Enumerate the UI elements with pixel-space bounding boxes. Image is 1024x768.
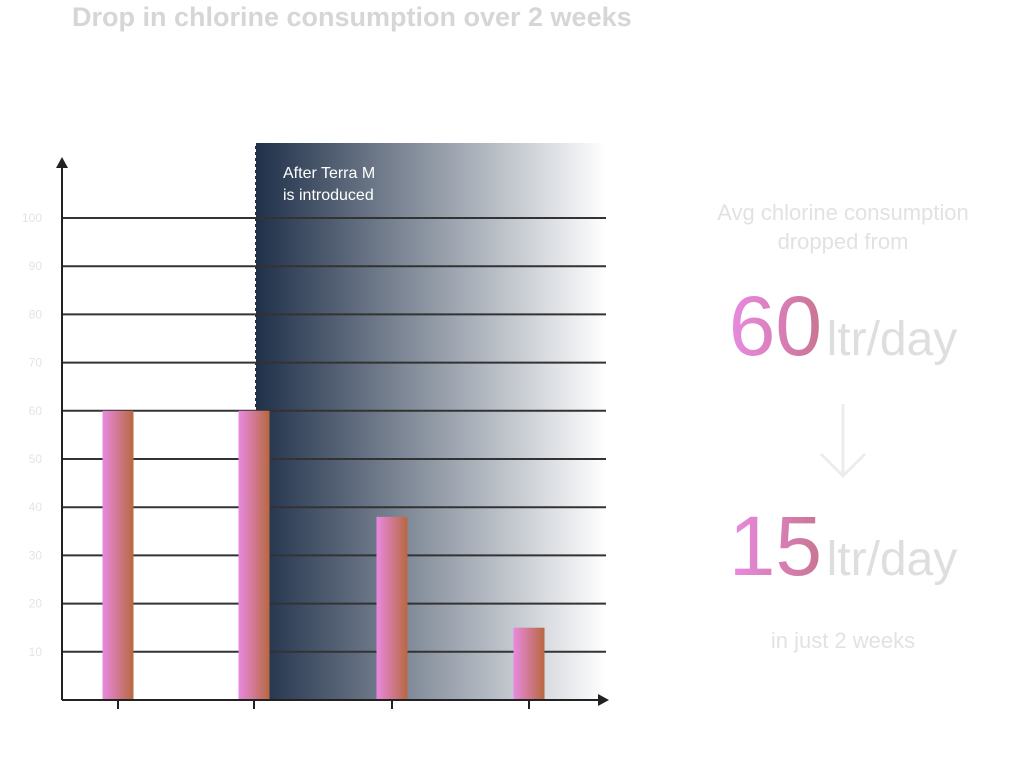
annotation-line-1: After Terra M xyxy=(283,165,375,182)
bar-chart: 10 20 30 40 50 60 70 80 90 100 After Terra M is i… xyxy=(22,143,609,709)
from-value: 60 xyxy=(728,279,823,373)
bar xyxy=(102,410,134,700)
summary-lead-line-1: Avg chlorine consumption xyxy=(717,200,969,225)
y-tick-label: 70 xyxy=(29,356,43,370)
to-unit: ltr/day xyxy=(826,533,958,586)
from-unit: ltr/day xyxy=(826,313,958,366)
y-tick-label: 40 xyxy=(29,500,43,514)
y-tick-label: 20 xyxy=(29,597,43,611)
y-tick-label: 80 xyxy=(29,307,43,321)
to-value: 15 xyxy=(728,499,823,593)
y-tick-label: 10 xyxy=(29,645,43,659)
y-tick-label: 100 xyxy=(22,211,42,225)
summary-footer: in just 2 weeks xyxy=(770,628,916,653)
bar xyxy=(376,516,408,700)
down-arrow-icon xyxy=(819,404,867,479)
after-intro-shaded-region xyxy=(255,143,606,700)
y-tick-label: 50 xyxy=(29,452,43,466)
bar xyxy=(513,627,545,700)
summary-lead: Avg chlorine consumption dropped from xyxy=(690,198,996,256)
bar xyxy=(238,410,270,700)
to-value-block: 15 ltr/day xyxy=(690,504,996,588)
summary-lead-line-2: dropped from xyxy=(777,229,909,254)
x-axis-arrow-icon xyxy=(598,694,609,706)
annotation-line-2: is introduced xyxy=(283,187,374,204)
y-tick-label: 90 xyxy=(29,259,43,273)
chart-title: Drop in chlorine consumption over 2 week… xyxy=(72,2,632,32)
y-tick-label: 60 xyxy=(29,404,43,418)
y-tick-label: 30 xyxy=(29,548,43,562)
y-axis-arrow-icon xyxy=(56,157,68,168)
from-value-block: 60 ltr/day xyxy=(690,284,996,368)
